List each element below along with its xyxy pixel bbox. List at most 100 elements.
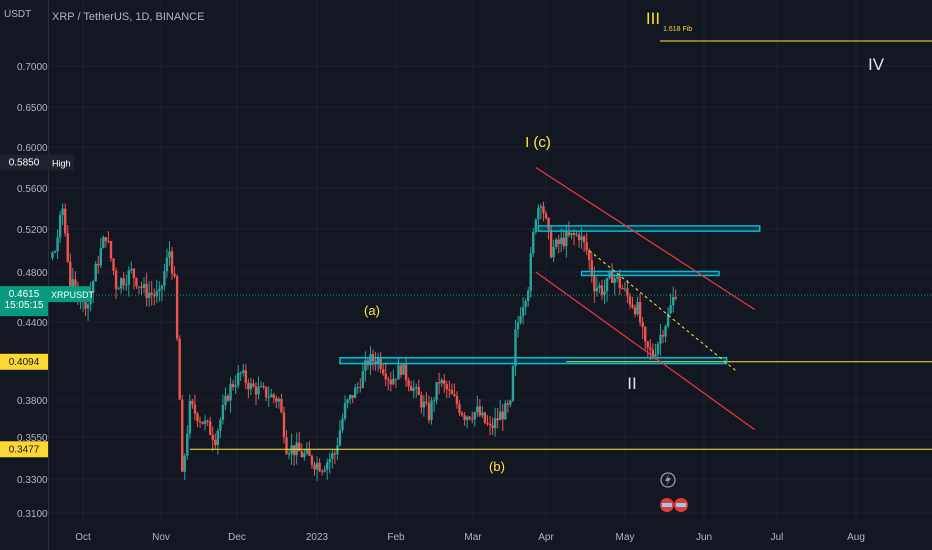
candle-body — [420, 395, 423, 408]
candle-body — [506, 403, 510, 405]
candle-body — [119, 278, 123, 289]
candle-body — [389, 379, 393, 385]
candle-body — [145, 283, 148, 299]
candle-body — [254, 386, 258, 395]
candle-body — [354, 387, 357, 398]
candle-body — [432, 400, 436, 402]
candle-body — [644, 327, 647, 342]
chart-drawings — [90, 40, 932, 450]
candle-body — [369, 354, 372, 366]
candle-body — [343, 402, 347, 419]
candle-body — [181, 399, 184, 472]
candle-body — [499, 411, 502, 421]
price-axis[interactable] — [0, 0, 49, 550]
candle-body — [534, 219, 538, 232]
candle-body — [69, 261, 72, 289]
x-tick-label: Jul — [771, 532, 784, 543]
candle-body — [448, 389, 451, 391]
candle-body — [514, 329, 517, 367]
wave-c-label: I (c) — [525, 134, 551, 151]
candle-body — [549, 229, 553, 258]
wave-iv-label: IV — [868, 55, 885, 74]
candle-body — [417, 387, 421, 396]
candle-body — [160, 285, 164, 289]
candle-body — [267, 397, 270, 399]
candle-body — [542, 206, 545, 214]
candle-body — [628, 296, 632, 305]
candle-body — [234, 385, 237, 388]
chart-labels: Oct Nov Dec 2023 Feb Mar Apr May Jun Jul Aug (a) (b)… — [75, 9, 884, 543]
candle-body — [521, 307, 525, 317]
candle-body — [460, 413, 464, 416]
support-zone — [339, 357, 728, 365]
candle-body — [638, 302, 642, 323]
candle-body — [570, 233, 573, 236]
candle-body — [153, 294, 156, 297]
candle-body — [661, 334, 665, 337]
candle-body — [674, 296, 677, 299]
flag-stripe-icon — [676, 503, 686, 507]
candle-body — [641, 322, 644, 328]
candle-body — [216, 430, 220, 446]
candle-body — [109, 241, 113, 259]
candle-body — [76, 285, 80, 301]
candle-body — [285, 437, 288, 454]
candle-body — [122, 278, 125, 285]
candle-body — [351, 395, 354, 398]
candle-body — [409, 386, 413, 391]
candle-body — [287, 453, 291, 455]
lightning-icon — [660, 472, 676, 488]
candle-body — [651, 349, 655, 357]
x-tick-label: Feb — [387, 532, 405, 543]
candle-body — [270, 394, 273, 398]
candle-body — [94, 263, 97, 282]
candle-body — [305, 449, 309, 454]
candle-body — [303, 453, 306, 457]
candle-body — [155, 291, 158, 297]
candle-body — [526, 290, 530, 302]
candle-body — [249, 383, 253, 390]
candle-body — [328, 459, 331, 463]
candle-body — [547, 218, 550, 230]
candle-body — [308, 449, 311, 456]
candle-body — [560, 237, 563, 244]
candle-body — [226, 395, 230, 401]
candle-body — [455, 395, 459, 405]
candle-body — [191, 400, 194, 405]
candle-body — [318, 462, 321, 472]
candle-body — [557, 239, 560, 244]
candle-body — [292, 445, 296, 456]
candle-body — [453, 394, 456, 396]
candle-body — [313, 464, 316, 470]
candle-body — [476, 406, 479, 413]
currency-label: USDT — [4, 9, 32, 20]
candle-body — [588, 250, 591, 261]
candle-body — [364, 360, 367, 371]
candle-body — [247, 382, 250, 390]
candle-body — [300, 451, 303, 457]
candle-body — [496, 418, 499, 421]
candle-body — [565, 232, 568, 247]
candle-body — [458, 404, 461, 414]
candle-body — [659, 334, 662, 344]
x-tick-label: Nov — [152, 532, 170, 543]
candle-body — [539, 206, 543, 208]
candle-body — [208, 421, 212, 435]
wave-b-label: (b) — [489, 459, 505, 474]
candle-body — [341, 418, 344, 431]
x-tick-label: Apr — [538, 532, 554, 543]
candle-body — [236, 372, 240, 386]
candle-body — [320, 471, 324, 473]
candle-body — [135, 278, 138, 287]
candle-body — [178, 338, 181, 400]
candle-body — [501, 411, 504, 420]
candle-body — [366, 360, 370, 366]
candle-body — [242, 370, 245, 373]
candle-body — [193, 404, 197, 414]
candle-body — [509, 400, 512, 405]
candle-body — [53, 251, 57, 253]
candle-body — [130, 268, 133, 271]
candle-body — [504, 403, 507, 420]
candle-body — [511, 366, 515, 401]
